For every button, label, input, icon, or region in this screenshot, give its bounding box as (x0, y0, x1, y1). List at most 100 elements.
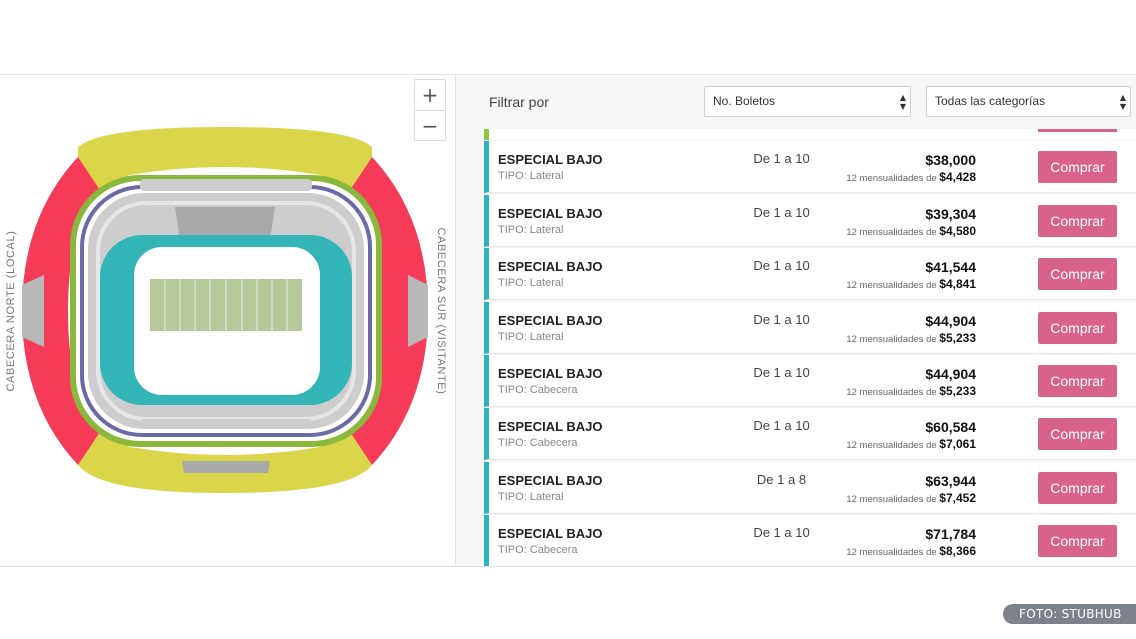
listing-quantity: De 1 a 10 (753, 151, 810, 167)
label-cabecera-sur: CABECERA SUR (VISITANTE) (435, 228, 447, 395)
listing-type: TIPO: Lateral (498, 490, 564, 503)
installments-amount: $4,841 (939, 277, 976, 292)
buy-button[interactable]: Comprar (1038, 471, 1117, 504)
listing-price: $71,784 (925, 526, 976, 543)
section-bottom-center[interactable] (182, 461, 270, 473)
listing-price: $38,000 (925, 152, 976, 169)
listing-row: ESPECIAL BAJO TIPO: Cabecera De 1 a 10 $… (484, 354, 1136, 407)
installments-label: 12 mensualidades de (846, 440, 937, 452)
zoom-controls: + − (414, 79, 446, 141)
listing-type: TIPO: Lateral (498, 277, 564, 290)
listing-name: ESPECIAL BAJO (498, 259, 603, 275)
listing-row: ESPECIAL BAJO TIPO: Lateral De 1 a 10 $3… (484, 141, 1136, 194)
installments-label: 12 mensualidades de (846, 173, 937, 185)
zoom-in-button[interactable]: + (421, 83, 439, 107)
installments-label: 12 mensualidades de (846, 547, 937, 559)
buy-button[interactable]: Comprar (1038, 258, 1117, 291)
filter-label: Filtrar por (489, 94, 549, 110)
listing-quantity: De 1 a 10 (753, 418, 810, 434)
listing-type: TIPO: Lateral (498, 330, 564, 343)
listing-row: ESPECIAL BAJO TIPO: Cabecera De 1 a 10 $… (484, 515, 1136, 566)
listing-name: ESPECIAL BAJO (498, 312, 603, 328)
buy-button[interactable]: Comprar (1038, 204, 1117, 237)
listing-quantity: De 1 a 8 (756, 471, 807, 487)
installments-amount: $8,366 (939, 544, 976, 559)
listing-name: ESPECIAL BAJO (498, 152, 603, 168)
tickets-select[interactable]: No. Boletos ▲ ▼ (704, 86, 911, 117)
listing-row: ESPECIAL BAJO TIPO: Lateral De 1 a 8 $63… (484, 461, 1136, 514)
section-cabecera-norte[interactable] (22, 157, 100, 465)
listing-quantity: De 1 a 10 (753, 311, 810, 327)
listing-installments: 12 mensualidades de $4,428 (846, 170, 976, 184)
installments-amount: $7,452 (939, 490, 976, 505)
tickets-select-value: No. Boletos (713, 94, 776, 108)
zoom-out-button[interactable]: − (415, 110, 445, 141)
listing-quantity: De 1 a 10 (753, 364, 810, 380)
installments-label: 12 mensualidades de (846, 280, 937, 292)
listings-panel: Filtrar por No. Boletos ▲ ▼ Todas las cat… (456, 75, 1136, 566)
select-arrows-icon: ▲ ▼ (899, 93, 906, 111)
installments-amount: $4,428 (939, 170, 976, 185)
listing-price: $44,904 (925, 312, 976, 329)
section-lateral-upper-north[interactable] (78, 127, 372, 190)
listing-type: TIPO: Cabecera (498, 437, 578, 450)
stadium-map[interactable]: CABECERA NORTE (LOCAL) CABECERA SUR (VIS… (0, 75, 455, 566)
listing-name: ESPECIAL BAJO (498, 419, 603, 435)
listing-row-partial (484, 129, 1136, 140)
listing-installments: 12 mensualidades de $4,580 (846, 224, 976, 238)
buy-button[interactable]: Comprar (1038, 364, 1117, 397)
category-select-value: Todas las categorías (935, 94, 1046, 108)
listing-installments: 12 mensualidades de $5,233 (846, 384, 976, 398)
ticket-widget: CABECERA NORTE (LOCAL) CABECERA SUR (VIS… (0, 74, 1136, 567)
installments-amount: $5,233 (939, 383, 976, 398)
listing-type: TIPO: Cabecera (498, 383, 578, 396)
buy-button[interactable]: Comprar (1038, 151, 1117, 184)
buy-button[interactable]: Comprar (1038, 311, 1117, 344)
listing-quantity: De 1 a 10 (753, 258, 810, 274)
listing-type: TIPO: Cabecera (498, 544, 578, 557)
listing-installments: 12 mensualidades de $8,366 (846, 544, 976, 558)
listing-price: $63,944 (925, 472, 976, 489)
listing-rows: ESPECIAL BAJO TIPO: Lateral De 1 a 10 $3… (484, 129, 1136, 566)
listing-installments: 12 mensualidades de $7,061 (846, 437, 976, 451)
listing-name: ESPECIAL BAJO (498, 205, 603, 221)
listing-row: ESPECIAL BAJO TIPO: Lateral De 1 a 10 $3… (484, 194, 1136, 247)
installments-label: 12 mensualidades de (846, 493, 937, 505)
installments-label: 12 mensualidades de (846, 386, 937, 398)
photo-credit: FOTO: STUBHUB (1003, 604, 1136, 624)
listing-price: $41,544 (925, 259, 976, 276)
buy-button-partial[interactable] (1038, 129, 1117, 132)
listing-price: $44,904 (925, 365, 976, 382)
label-cabecera-norte: CABECERA NORTE (LOCAL) (5, 231, 17, 392)
listing-row: ESPECIAL BAJO TIPO: Lateral De 1 a 10 $4… (484, 248, 1136, 301)
listing-row: ESPECIAL BAJO TIPO: Lateral De 1 a 10 $4… (484, 301, 1136, 354)
field-lines (164, 279, 288, 331)
listing-quantity: De 1 a 10 (753, 525, 810, 541)
installments-label: 12 mensualidades de (846, 226, 937, 238)
section-top-center[interactable] (175, 207, 275, 240)
listing-price: $39,304 (925, 205, 976, 222)
filter-bar: Filtrar por No. Boletos ▲ ▼ Todas las cat… (456, 75, 1136, 129)
listing-type: TIPO: Lateral (498, 170, 564, 183)
listing-row: ESPECIAL BAJO TIPO: Cabecera De 1 a 10 $… (484, 408, 1136, 461)
installments-amount: $5,233 (939, 330, 976, 345)
listing-name: ESPECIAL BAJO (498, 365, 603, 381)
listing-installments: 12 mensualidades de $4,841 (846, 277, 976, 291)
installments-amount: $7,061 (939, 437, 976, 452)
select-arrows-icon: ▲ ▼ (1119, 93, 1126, 111)
listing-name: ESPECIAL BAJO (498, 472, 603, 488)
section-side-block-right[interactable] (408, 275, 428, 347)
listing-price: $60,584 (925, 419, 976, 436)
listing-installments: 12 mensualidades de $7,452 (846, 491, 976, 505)
installments-label: 12 mensualidades de (846, 333, 937, 345)
section-cabecera-sur[interactable] (350, 157, 428, 465)
section-side-block-left[interactable] (22, 275, 44, 347)
listing-quantity: De 1 a 10 (753, 204, 810, 220)
category-select[interactable]: Todas las categorías ▲ ▼ (926, 86, 1131, 117)
listing-installments: 12 mensualidades de $5,233 (846, 331, 976, 345)
listing-name: ESPECIAL BAJO (498, 526, 603, 542)
installments-amount: $4,580 (939, 223, 976, 238)
buy-button[interactable]: Comprar (1038, 525, 1117, 558)
buy-button[interactable]: Comprar (1038, 418, 1117, 451)
stadium-map-panel: CABECERA NORTE (LOCAL) CABECERA SUR (VIS… (0, 75, 456, 566)
